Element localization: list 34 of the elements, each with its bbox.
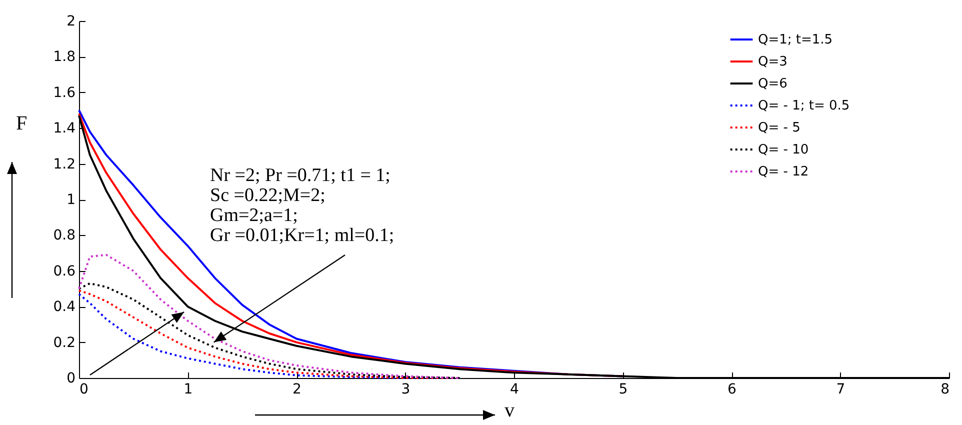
x-tick-label: 2	[292, 382, 302, 398]
annotation: Nr =2; Pr =0.71; t1 = 1;	[210, 165, 392, 186]
x-tick-label: 5	[618, 382, 628, 398]
legend-label: Q=1; t=1.5	[758, 32, 833, 48]
y-tick-label: 0.6	[53, 263, 76, 280]
legend-label: Q= - 12	[758, 164, 809, 180]
y-tick-label: 0.8	[53, 228, 76, 244]
y-tick-label: 2	[66, 14, 76, 30]
y-tick-label: 1	[66, 192, 76, 208]
x-tick-label: 8	[940, 382, 950, 398]
x-tick-label: 6	[728, 382, 737, 398]
legend-label: Q= - 10	[758, 142, 809, 158]
x-tick-label: 3	[401, 382, 410, 398]
x-tick-label: 0	[80, 382, 88, 398]
y-tick-label: 0.4	[53, 299, 76, 316]
legend-label: Q= - 1; t= 0.5	[758, 98, 850, 114]
annotation: Gr =0.01;Kr=1; ml=0.1;	[210, 225, 394, 246]
y-tick-label: 1.2	[53, 156, 76, 172]
x-tick-label: 1	[184, 382, 193, 398]
y-tick-label: 0	[66, 370, 76, 386]
annotation: Sc =0.22;M=2;	[210, 185, 326, 206]
legend-label: Q=3	[758, 54, 788, 70]
annotation: Gm=2;a=1;	[210, 205, 299, 226]
y-tick-label: 1.4	[53, 120, 76, 137]
y-axis-title: F	[16, 112, 28, 134]
legend-label: Q= - 5	[758, 120, 800, 136]
line-series	[78, 254, 461, 379]
legend-label: Q=6	[758, 76, 788, 92]
x-tick-label: 7	[836, 382, 846, 398]
y-tick-label: 0.2	[53, 334, 76, 351]
x-axis-title: v	[504, 400, 514, 422]
x-tick-label: 4	[510, 382, 520, 398]
y-tick-label: 1.6	[53, 84, 76, 101]
y-tick-label: 1.8	[53, 49, 76, 66]
